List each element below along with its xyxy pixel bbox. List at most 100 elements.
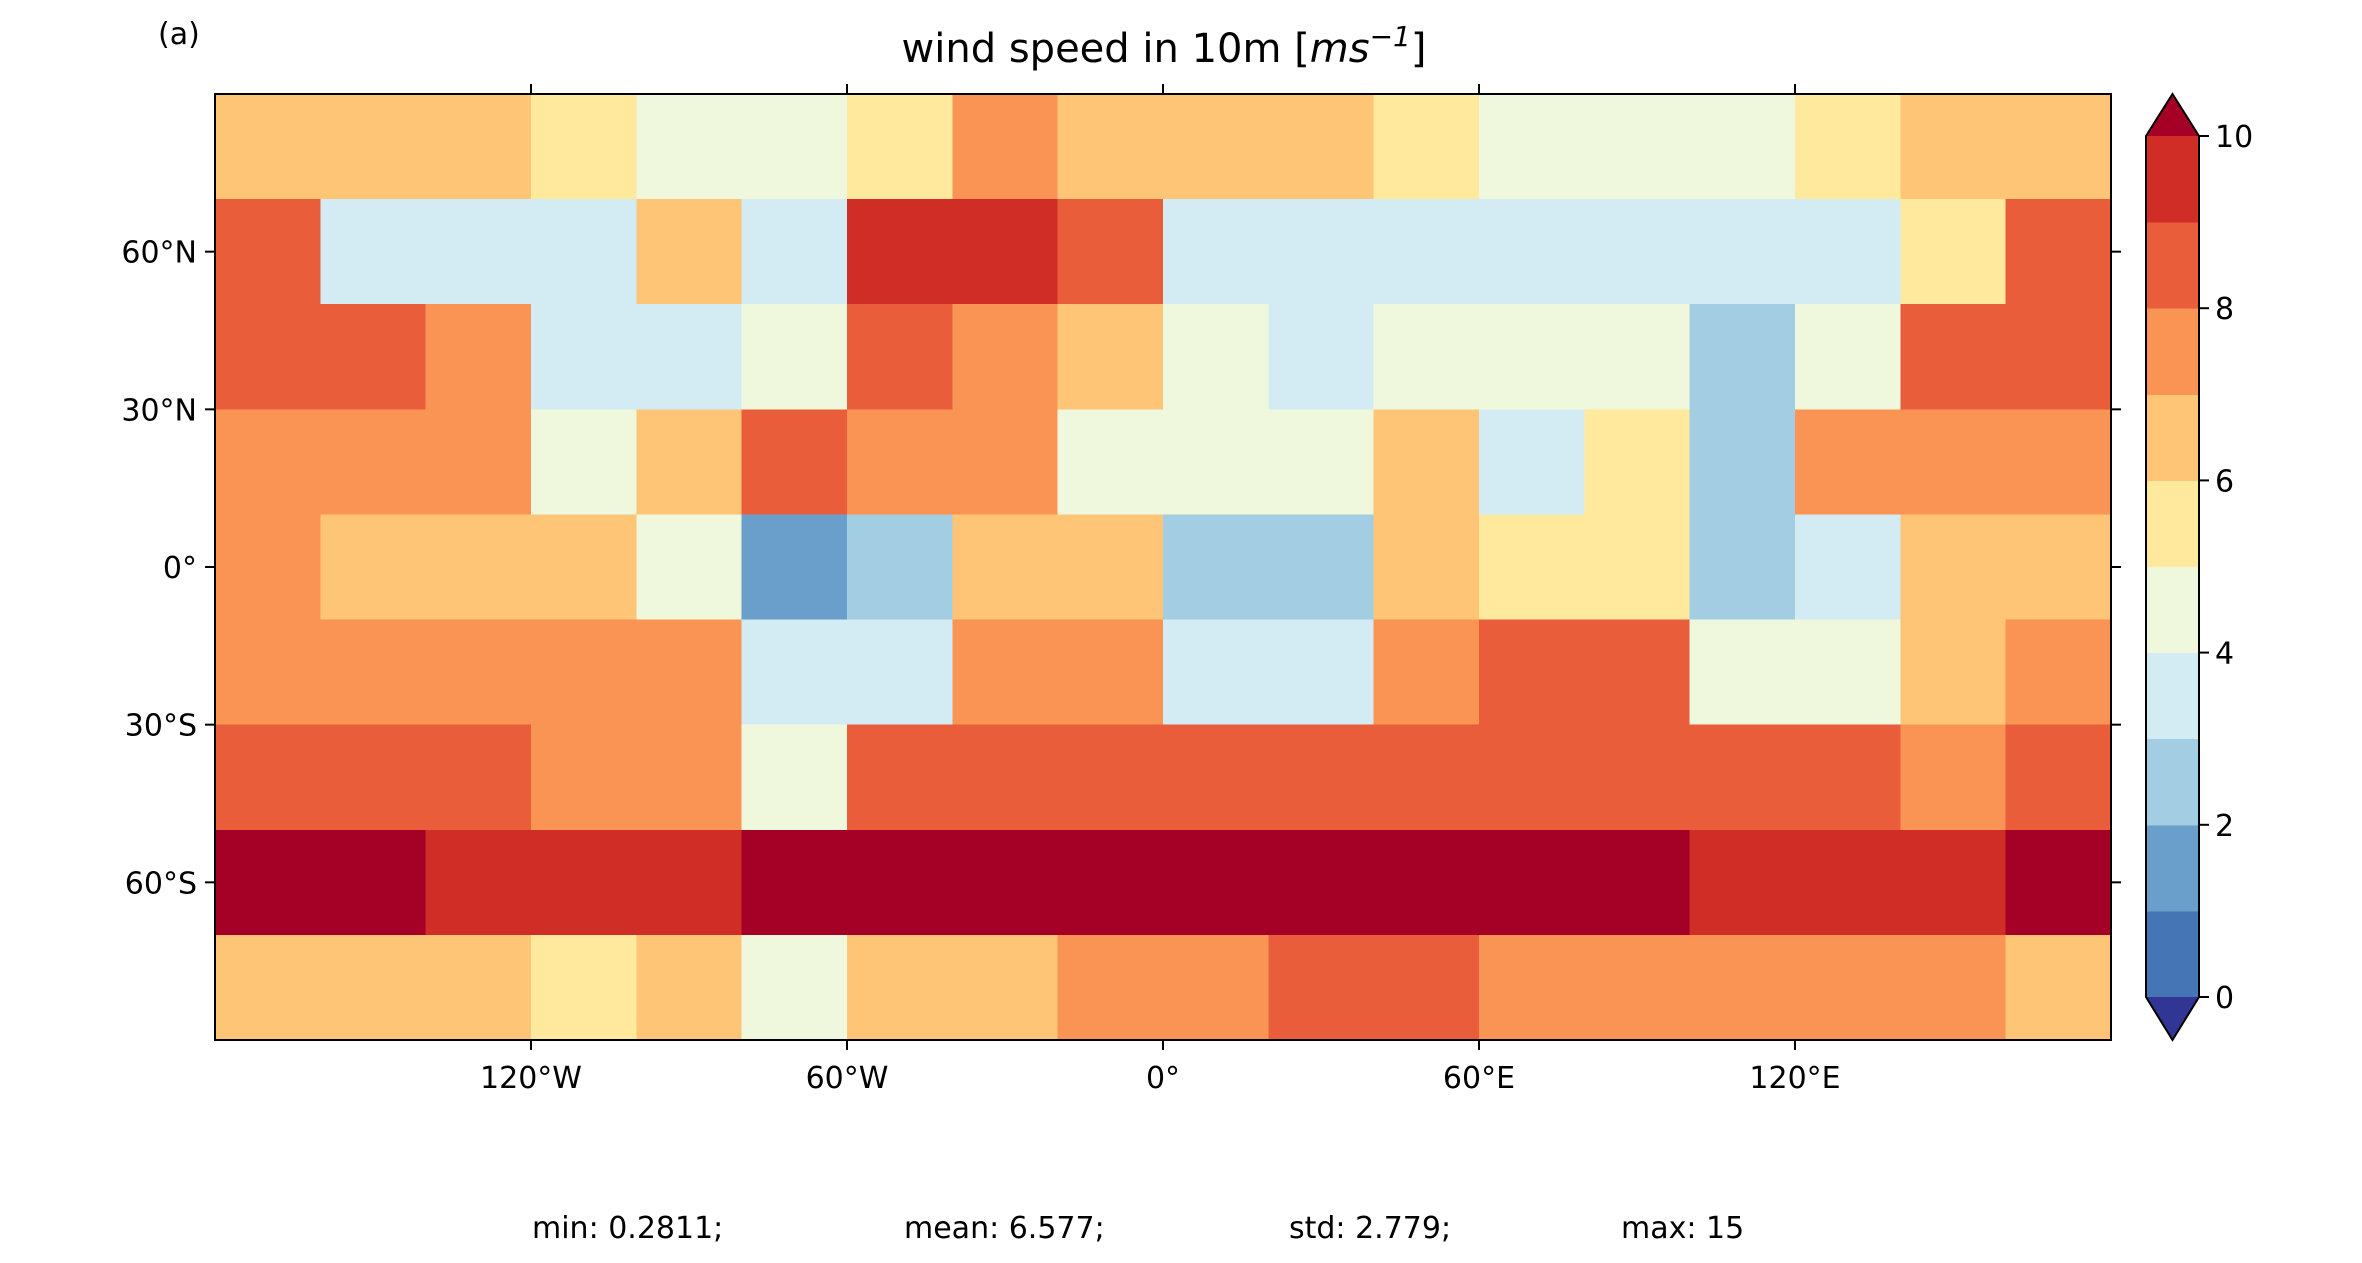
heatmap-cell (1795, 199, 1901, 305)
heatmap-cell (1479, 619, 1585, 726)
heatmap-cell (1163, 724, 1269, 831)
heatmap-cell (320, 724, 427, 831)
heatmap-cell (320, 934, 427, 1041)
heatmap-cell (1689, 94, 1796, 200)
heatmap-cell (741, 934, 848, 1041)
colorbar-segment (2146, 910, 2199, 998)
heatmap-cell (1268, 199, 1375, 305)
y-tick-label: 60°S (125, 866, 197, 901)
heatmap-cell (2005, 934, 2112, 1041)
heatmap-cell (1163, 199, 1269, 305)
colorbar-tick-label: 0 (2215, 981, 2234, 1016)
heatmap-cell (952, 829, 1059, 936)
colorbar-tick-label: 6 (2215, 464, 2234, 499)
panel-label: (a) (158, 17, 200, 52)
title-close: ] (1411, 26, 1427, 72)
colorbar-extend-high (2146, 94, 2199, 136)
heatmap-cell (1900, 514, 2007, 621)
heatmap-cell (1900, 829, 2007, 936)
title-text: wind speed in 10m [ (902, 26, 1310, 72)
y-tick-label: 30°S (125, 709, 197, 744)
heatmap-cell (1584, 724, 1691, 831)
heatmap-cell (1373, 724, 1480, 831)
heatmap-cell (1795, 94, 1901, 200)
heatmap-cell (741, 619, 848, 726)
heatmap-cell (1479, 514, 1585, 621)
heatmap-cell (1584, 304, 1691, 410)
heatmap-cell (1584, 829, 1691, 936)
colorbar-tick-label: 4 (2215, 637, 2234, 672)
heatmap-cell (847, 619, 953, 726)
heatmap-cell (425, 304, 532, 410)
heatmap-cell (1584, 94, 1691, 200)
heatmap-cell (320, 619, 427, 726)
heatmap-cell (1057, 409, 1164, 515)
heatmap-cell (1268, 514, 1375, 621)
heatmap-cell (1163, 304, 1269, 410)
heatmap-cell (1479, 199, 1585, 305)
heatmap-cell (2005, 724, 2112, 831)
heatmap-cell (952, 199, 1059, 305)
colorbar-segment (2146, 566, 2199, 654)
heatmap-cell (215, 304, 321, 410)
heatmap-cell (636, 94, 743, 200)
heatmap-cell (1057, 199, 1164, 305)
heatmap-cell (1795, 619, 1901, 726)
heatmap-cell (1689, 199, 1796, 305)
heatmap-cell (215, 934, 321, 1041)
heatmap-cell (1373, 934, 1480, 1041)
heatmap-cell (2005, 409, 2112, 515)
heatmap-cell (531, 514, 637, 621)
heatmap-cell (636, 409, 743, 515)
heatmap-cell (1584, 199, 1691, 305)
colorbar-segment (2146, 394, 2199, 481)
heatmap-cell (1163, 619, 1269, 726)
heatmap-cell (1479, 829, 1585, 936)
colorbar-segment (2146, 824, 2199, 912)
heatmap-cell (741, 829, 848, 936)
heatmap-cell (425, 514, 532, 621)
heatmap-cell (1900, 304, 2007, 410)
heatmap-cell (1795, 934, 1901, 1041)
colorbar-segment (2146, 480, 2199, 567)
heatmap-cell (1479, 304, 1585, 410)
heatmap-cell (952, 514, 1059, 621)
heatmap-cell (952, 94, 1059, 200)
y-tick-label: 60°N (121, 236, 197, 271)
heatmap-cell (1268, 304, 1375, 410)
heatmap-cell (2005, 619, 2112, 726)
heatmap-cell (1057, 724, 1164, 831)
heatmap-cell (425, 934, 532, 1041)
heatmap-cell (1795, 724, 1901, 831)
heatmap-cell (1689, 619, 1796, 726)
heatmap (215, 94, 2112, 1041)
colorbar-segment (2146, 652, 2199, 740)
colorbar (2146, 136, 2199, 998)
heatmap-cell (1057, 829, 1164, 936)
heatmap-cell (1268, 724, 1375, 831)
heatmap-cell (1373, 409, 1480, 515)
heatmap-cell (636, 619, 743, 726)
heatmap-cell (952, 409, 1059, 515)
heatmap-cell (531, 619, 637, 726)
heatmap-cell (1163, 409, 1269, 515)
colorbar-segment (2146, 738, 2199, 826)
heatmap-cell (2005, 304, 2112, 410)
heatmap-cell (320, 829, 427, 936)
heatmap-cell (531, 304, 637, 410)
heatmap-cell (320, 514, 427, 621)
heatmap-cell (847, 409, 953, 515)
heatmap-cell (531, 94, 637, 200)
x-tick-label: 60°E (1443, 1061, 1515, 1096)
heatmap-cell (1479, 409, 1585, 515)
heatmap-cell (847, 514, 953, 621)
heatmap-cell (1479, 724, 1585, 831)
heatmap-cell (1900, 934, 2007, 1041)
heatmap-cell (1268, 829, 1375, 936)
heatmap-cell (320, 409, 427, 515)
heatmap-cell (1163, 829, 1269, 936)
heatmap-cell (2005, 94, 2112, 200)
heatmap-cell (215, 199, 321, 305)
heatmap-cell (636, 304, 743, 410)
